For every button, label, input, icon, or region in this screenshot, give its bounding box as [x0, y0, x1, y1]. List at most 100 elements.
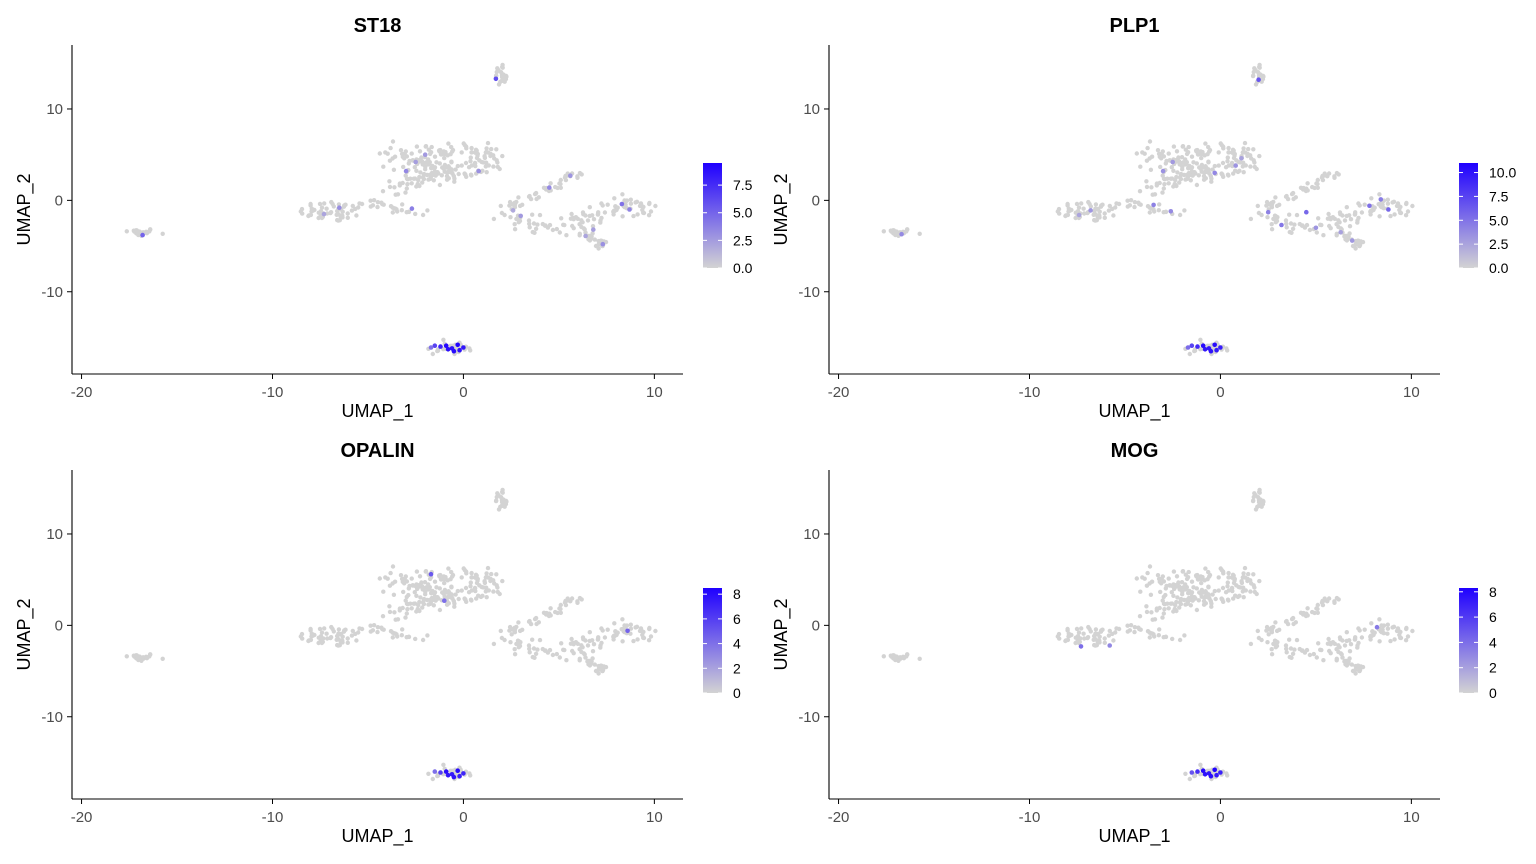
cell-point — [401, 589, 406, 595]
cell-point — [615, 630, 620, 635]
cell-point — [472, 586, 478, 591]
cell-point — [536, 195, 541, 200]
cell-point — [1147, 635, 1153, 640]
cell-point — [420, 180, 425, 185]
cell-point — [530, 212, 535, 217]
cell-point — [1085, 635, 1090, 641]
cell-point — [387, 604, 392, 609]
cell-point — [1078, 636, 1083, 641]
cell-point — [459, 163, 464, 168]
cell-point — [491, 216, 497, 222]
cell-point — [1252, 160, 1257, 165]
cell-point — [401, 164, 406, 170]
cell-point — [1287, 229, 1293, 235]
cell-point — [1144, 609, 1150, 615]
cell-point — [1284, 193, 1289, 199]
cell-point — [444, 602, 450, 607]
cell-point — [1151, 207, 1156, 212]
cell-point — [405, 602, 410, 607]
expressed-cell-point — [1160, 168, 1166, 174]
expressed-cell-point — [1195, 344, 1200, 349]
cell-point — [562, 175, 568, 180]
cell-point — [1111, 638, 1116, 643]
cell-point — [1171, 144, 1177, 149]
cell-point — [1095, 631, 1101, 637]
cell-point — [1095, 206, 1101, 212]
cell-point — [428, 176, 433, 181]
cell-point — [322, 626, 327, 631]
cell-point — [1311, 651, 1317, 657]
cell-point — [1310, 609, 1315, 615]
cell-point — [491, 589, 496, 594]
cell-point — [1166, 606, 1171, 611]
cell-point — [1322, 171, 1327, 176]
cell-point — [1163, 592, 1168, 598]
panel-opalin: OPALIN -20 -10 0 10 10 0 -10 UMAP_1 UMAP_2 8 6 4 2 0 — [14, 440, 741, 847]
cell-point — [444, 590, 449, 595]
cell-point — [438, 152, 444, 157]
expressed-cell-point — [1151, 202, 1156, 208]
cell-point — [1355, 645, 1360, 650]
cell-point — [1404, 626, 1409, 632]
cell-point — [1144, 604, 1149, 609]
cell-point — [516, 620, 521, 625]
cell-point — [527, 618, 532, 624]
expressed-cell-point — [1279, 222, 1284, 228]
cell-point — [469, 150, 475, 155]
cell-point — [498, 203, 503, 209]
cell-point — [354, 638, 359, 643]
cell-point — [312, 207, 317, 213]
cell-point — [479, 159, 484, 165]
cell-point — [1287, 212, 1292, 217]
cell-point — [414, 609, 419, 614]
expressed-cell-point — [1170, 159, 1175, 165]
cell-point — [432, 579, 438, 584]
cell-point — [452, 179, 457, 184]
legend-label: 6 — [1489, 609, 1497, 625]
cell-point — [1093, 643, 1098, 648]
x-tick-label: -10 — [262, 384, 284, 401]
cell-point — [530, 637, 535, 642]
cell-point — [1253, 507, 1259, 512]
cell-point — [329, 199, 334, 205]
cell-point — [1166, 151, 1171, 156]
cell-point — [143, 654, 149, 659]
legend-label: 7.5 — [733, 177, 753, 193]
cell-point — [1150, 192, 1155, 197]
cell-point — [350, 628, 355, 634]
cell-point — [1236, 584, 1241, 590]
cell-point — [391, 167, 397, 172]
cell-point — [1353, 667, 1358, 672]
cell-point — [479, 584, 484, 590]
cell-point — [1342, 658, 1348, 664]
cell-point — [1293, 620, 1299, 625]
cell-point — [368, 623, 373, 628]
cell-point — [405, 177, 410, 182]
cell-point — [1273, 217, 1279, 223]
cell-point — [1187, 776, 1193, 782]
cell-point — [1079, 201, 1084, 206]
cell-point — [1178, 171, 1184, 177]
cell-point — [1294, 212, 1300, 218]
cell-point — [1169, 590, 1175, 595]
cell-point — [404, 154, 410, 159]
cell-point — [579, 597, 584, 602]
cell-point — [1230, 572, 1236, 577]
expressed-cell-point — [457, 773, 462, 779]
cell-point — [527, 221, 532, 226]
expressed-cell-point — [1239, 156, 1244, 161]
cell-point — [442, 155, 447, 161]
cell-point — [568, 641, 574, 646]
cell-point — [1189, 154, 1195, 159]
cell-point — [1251, 572, 1256, 577]
expressed-cell-point — [438, 770, 443, 775]
cell-point — [1253, 82, 1259, 87]
expressed-cell-point — [321, 211, 327, 217]
cell-point — [484, 146, 489, 151]
cell-point — [124, 229, 129, 234]
cell-point — [1187, 351, 1193, 357]
x-tick-label: 10 — [1403, 384, 1420, 401]
cell-point — [350, 203, 355, 209]
cell-point — [1284, 618, 1289, 624]
cell-point — [1091, 212, 1096, 217]
